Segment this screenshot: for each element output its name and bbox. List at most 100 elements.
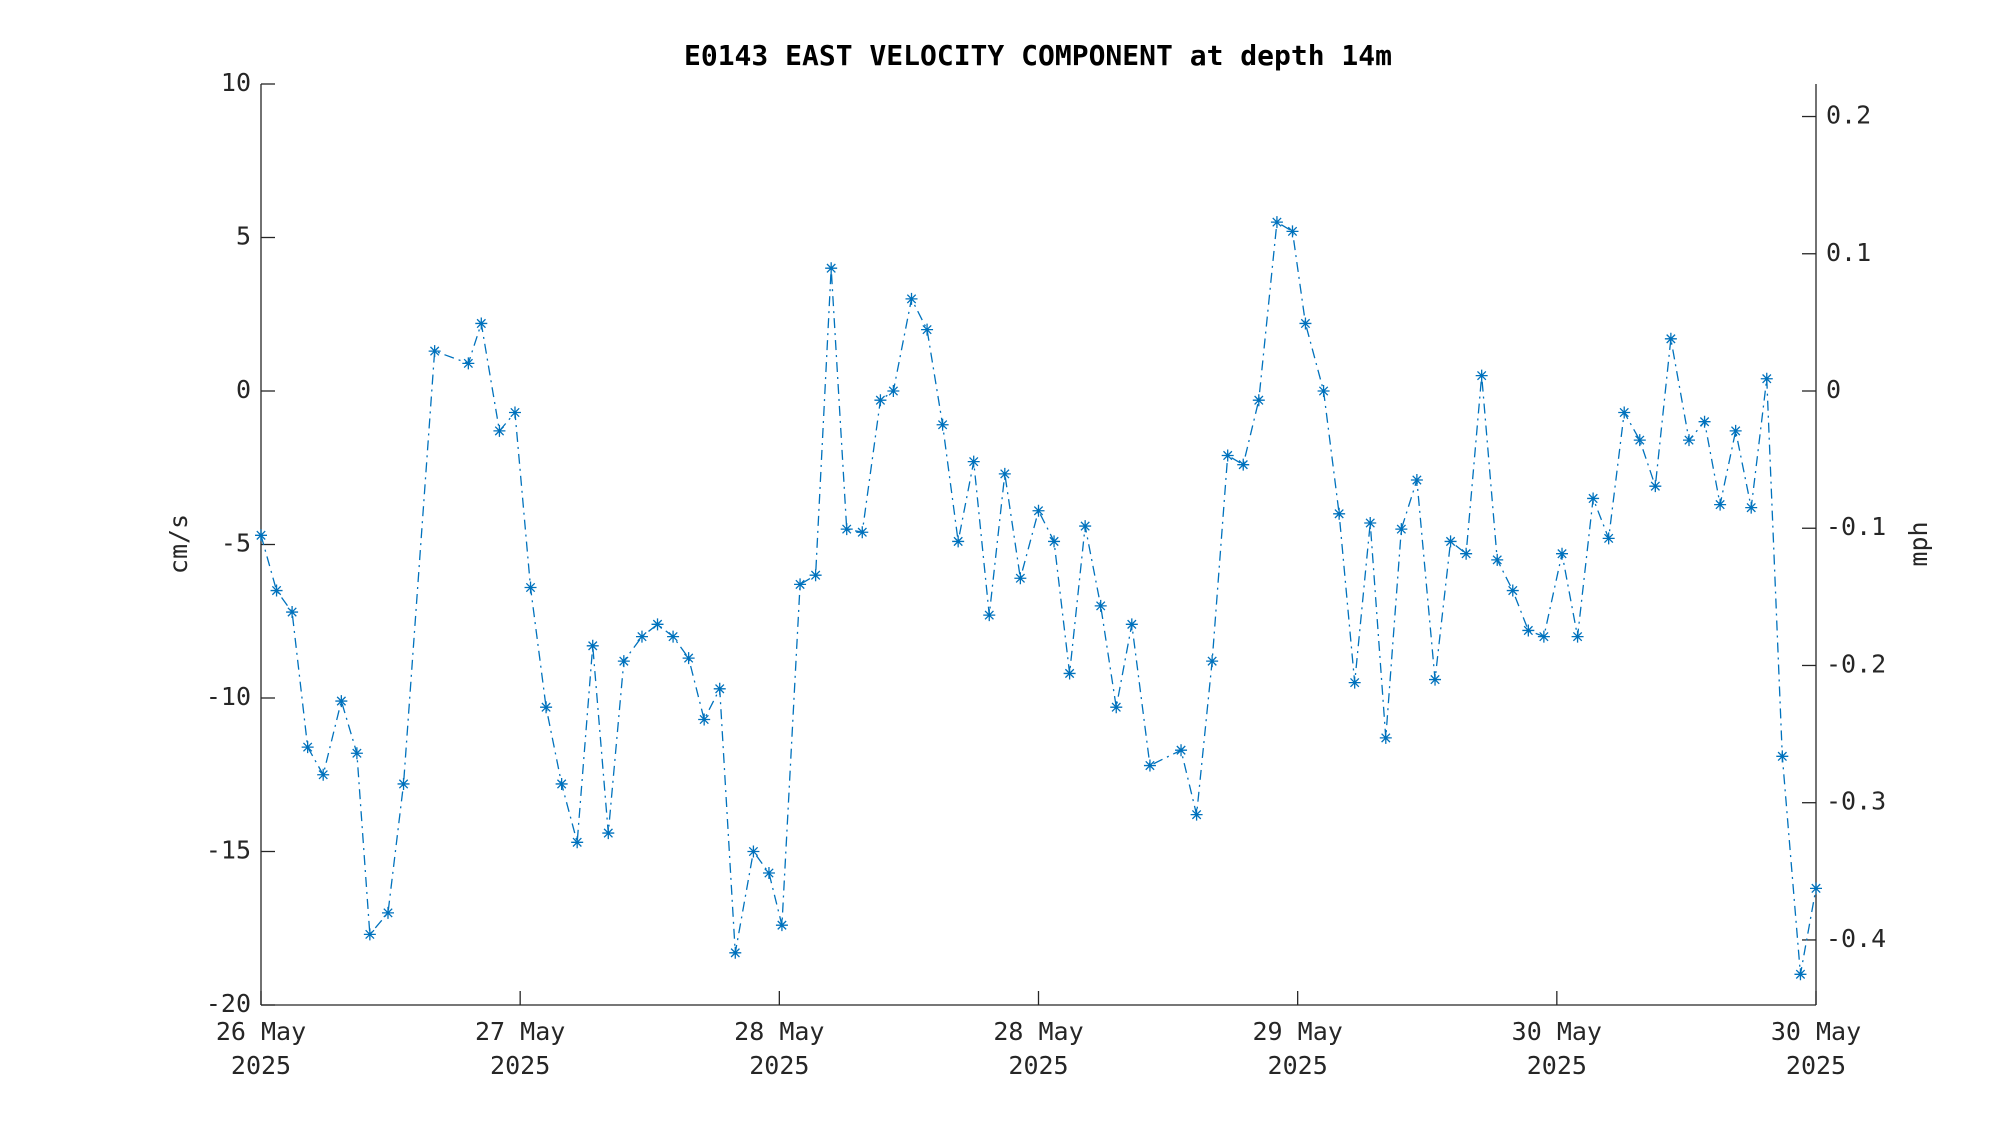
data-line (260, 221, 1817, 975)
data-point (651, 618, 664, 631)
data-point (1125, 618, 1138, 631)
data-point (667, 630, 680, 643)
data-point (317, 768, 330, 781)
data-point (1683, 434, 1696, 447)
y-tick-label: -15 (206, 836, 251, 865)
x-tick-label: 26 May 2025 (215, 1017, 307, 1080)
data-point (1571, 630, 1584, 643)
data-point (729, 946, 742, 959)
y2-tick-label: -0.3 (1826, 787, 1886, 816)
data-point (1094, 599, 1107, 612)
data-point (1063, 667, 1076, 680)
data-point (1379, 731, 1392, 744)
data-point (602, 827, 615, 840)
data-point (1237, 458, 1250, 471)
data-point (475, 317, 488, 330)
y2-tick-label: 0.2 (1826, 101, 1871, 130)
data-point (1794, 968, 1807, 981)
y2-tick-label: -0.2 (1826, 649, 1886, 678)
data-point (540, 701, 553, 714)
data-point (1745, 501, 1758, 514)
data-point (1618, 406, 1631, 419)
data-point (286, 606, 299, 619)
data-point (1206, 655, 1219, 668)
data-point (1190, 808, 1203, 821)
data-point (952, 535, 965, 548)
data-point (998, 467, 1011, 480)
data-point (1664, 332, 1677, 345)
data-point (983, 609, 996, 622)
data-point (921, 323, 934, 336)
data-point (1522, 624, 1535, 637)
x-tick-label: 30 May 2025 (1770, 1017, 1862, 1080)
data-point (794, 578, 807, 591)
data-point (1698, 415, 1711, 428)
data-point (1760, 372, 1773, 385)
data-point (350, 747, 363, 760)
data-point (1252, 394, 1265, 407)
data-point (1299, 317, 1312, 330)
y2-tick-label: 0.1 (1826, 238, 1871, 267)
data-point (1317, 385, 1330, 397)
x-tick-label: 27 May 2025 (475, 1017, 566, 1080)
data-point (1348, 676, 1361, 689)
data-point (1444, 535, 1457, 548)
y-tick-label: -10 (206, 682, 251, 711)
data-point (1537, 630, 1550, 643)
data-point (1286, 225, 1299, 238)
x-tick-label: 28 May 2025 (993, 1017, 1084, 1080)
data-point (1649, 480, 1662, 493)
data-point (381, 906, 394, 919)
data-point (524, 581, 537, 594)
data-point (936, 418, 949, 431)
data-point (1602, 532, 1615, 545)
data-point (462, 357, 475, 370)
data-point (809, 569, 822, 582)
data-point (1429, 673, 1442, 686)
data-point (397, 777, 410, 790)
data-point (617, 655, 630, 668)
data-point (825, 262, 838, 275)
x-tick-label: 28 May 2025 (734, 1017, 825, 1080)
data-point (571, 836, 584, 849)
data-point (840, 523, 853, 536)
data-point (874, 394, 887, 407)
data-point (1032, 504, 1045, 517)
data-point (1175, 744, 1188, 757)
data-point (1714, 498, 1727, 511)
data-point (747, 845, 760, 858)
y2-tick-label: -0.4 (1826, 924, 1886, 953)
data-point (682, 652, 695, 665)
data-point (508, 406, 521, 419)
data-point (1556, 547, 1569, 560)
data-point (1270, 216, 1283, 229)
x-tick-label: 30 May 2025 (1511, 1017, 1602, 1080)
data-point (586, 639, 599, 652)
data-point (1410, 474, 1423, 487)
data-point (1014, 572, 1027, 585)
data-point (255, 529, 267, 542)
data-point (428, 345, 441, 358)
y2-axis-label: mph (1904, 521, 1933, 566)
data-point (1333, 507, 1346, 520)
data-point (1587, 492, 1600, 505)
data-point (1460, 547, 1473, 560)
data-point (301, 741, 314, 754)
y-axis-label: cm/s (164, 514, 193, 574)
data-point (1110, 701, 1123, 714)
chart-title: E0143 EAST VELOCITY COMPONENT at depth 1… (684, 39, 1392, 72)
data-point (1079, 520, 1092, 533)
data-point (1506, 584, 1519, 597)
data-point (335, 695, 348, 708)
data-point (1633, 434, 1646, 447)
data-point (1491, 553, 1504, 566)
data-point (555, 777, 568, 790)
data-point (1395, 523, 1408, 536)
data-point (493, 424, 506, 437)
y-tick-label: -5 (221, 529, 251, 558)
x-tick-label: 29 May 2025 (1252, 1017, 1343, 1080)
data-point (856, 526, 869, 539)
data-point (1810, 882, 1822, 895)
y2-tick-label: 0 (1826, 375, 1841, 404)
